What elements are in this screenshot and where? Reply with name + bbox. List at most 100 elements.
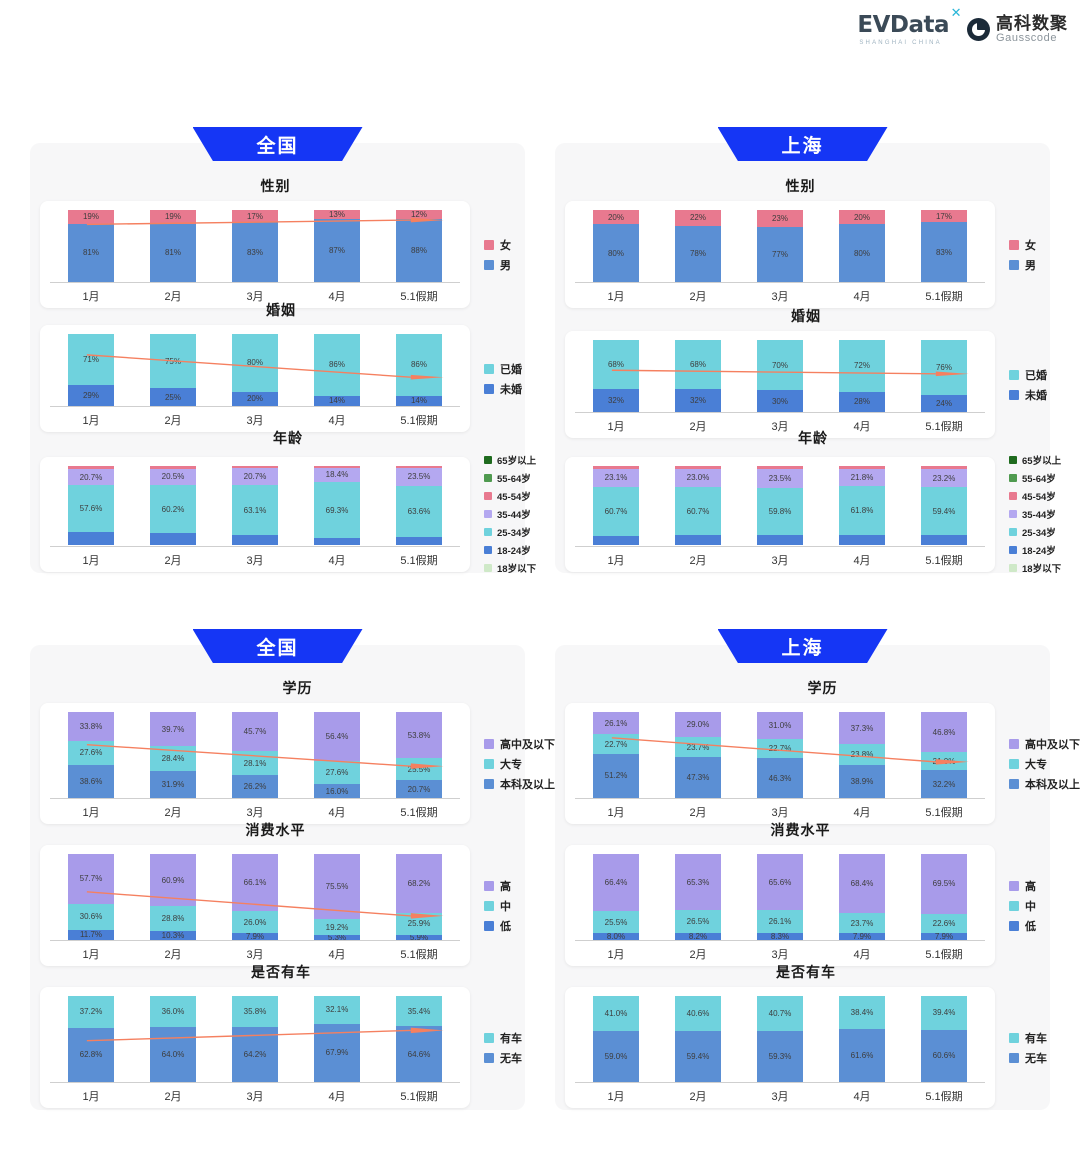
legend-item[interactable]: 35-44岁 (484, 507, 536, 521)
stacked-bar[interactable]: 68.4% 23.7% 7.9% (839, 854, 885, 940)
stacked-bar[interactable]: 75% 25% (150, 334, 196, 406)
legend-item[interactable]: 高 (484, 878, 511, 894)
stacked-bar[interactable]: 20.7% 57.6% (68, 465, 114, 546)
stacked-bar[interactable]: 31.0% 22.7% 46.3% (757, 712, 803, 798)
legend-item[interactable]: 18-24岁 (1009, 543, 1061, 557)
legend-item[interactable]: 本科及以上 (1009, 776, 1080, 792)
legend-item[interactable]: 男 (1009, 257, 1036, 273)
stacked-bar[interactable]: 18.4% 69.3% (314, 465, 360, 546)
stacked-bar[interactable]: 20.5% 60.2% (150, 465, 196, 546)
stacked-bar[interactable]: 41.0% 59.0% (593, 996, 639, 1082)
stacked-bar[interactable]: 68.2% 25.9% 5.9% (396, 854, 442, 940)
stacked-bar[interactable]: 80% 20% (232, 334, 278, 406)
legend-item[interactable]: 高中及以下 (1009, 736, 1080, 752)
legend-label: 无车 (500, 1052, 522, 1065)
stacked-bar[interactable]: 33.8% 27.6% 38.6% (68, 712, 114, 798)
stacked-bar[interactable]: 40.7% 59.3% (757, 996, 803, 1082)
stacked-bar[interactable]: 29.0% 23.7% 47.3% (675, 712, 721, 798)
legend-item[interactable]: 无车 (1009, 1050, 1047, 1066)
stacked-bar[interactable]: 38.4% 61.6% (839, 996, 885, 1082)
bar-slot: 37.2% 62.8% (56, 996, 126, 1082)
legend-item[interactable]: 已婚 (484, 361, 522, 377)
stacked-bar[interactable]: 56.4% 27.6% 16.0% (314, 712, 360, 798)
stacked-bar[interactable]: 19% 81% (150, 210, 196, 282)
legend-item[interactable]: 25-34岁 (484, 525, 536, 539)
stacked-bar[interactable]: 35.8% 64.2% (232, 996, 278, 1082)
stacked-bar[interactable]: 17% 83% (921, 210, 967, 282)
legend-item[interactable]: 55-64岁 (1009, 471, 1061, 485)
legend-item[interactable]: 有车 (484, 1030, 522, 1046)
stacked-bar[interactable]: 36.0% 64.0% (150, 996, 196, 1082)
stacked-bar[interactable]: 65.3% 26.5% 8.2% (675, 854, 721, 940)
stacked-bar[interactable]: 39.4% 60.6% (921, 996, 967, 1082)
legend-item[interactable]: 高中及以下 (484, 736, 555, 752)
legend-item[interactable]: 65岁以上 (484, 453, 536, 467)
legend-item[interactable]: 35-44岁 (1009, 507, 1061, 521)
stacked-bar[interactable]: 69.5% 22.6% 7.9% (921, 854, 967, 940)
stacked-bar[interactable]: 76% 24% (921, 340, 967, 412)
stacked-bar[interactable]: 20.7% 63.1% (232, 465, 278, 546)
legend-item[interactable]: 18岁以下 (484, 561, 536, 575)
stacked-bar[interactable]: 65.6% 26.1% 8.3% (757, 854, 803, 940)
stacked-bar[interactable]: 75.5% 19.2% 5.3% (314, 854, 360, 940)
stacked-bar[interactable]: 19% 81% (68, 210, 114, 282)
legend-item[interactable]: 无车 (484, 1050, 522, 1066)
stacked-bar[interactable]: 17% 83% (232, 210, 278, 282)
stacked-bar[interactable]: 86% 14% (396, 334, 442, 406)
stacked-bar[interactable]: 21.8% 61.8% (839, 465, 885, 546)
stacked-bar[interactable]: 70% 30% (757, 340, 803, 412)
stacked-bar[interactable]: 13% 87% (314, 210, 360, 282)
legend-item[interactable]: 65岁以上 (1009, 453, 1061, 467)
stacked-bar[interactable]: 23.0% 60.7% (675, 465, 721, 546)
legend-item[interactable]: 中 (484, 898, 511, 914)
legend-item[interactable]: 18岁以下 (1009, 561, 1061, 575)
legend-item[interactable]: 有车 (1009, 1030, 1047, 1046)
legend-item[interactable]: 本科及以上 (484, 776, 555, 792)
stacked-bar[interactable]: 26.1% 22.7% 51.2% (593, 712, 639, 798)
stacked-bar[interactable]: 57.7% 30.6% 11.7% (68, 854, 114, 940)
stacked-bar[interactable]: 53.8% 25.5% 20.7% (396, 712, 442, 798)
stacked-bar[interactable]: 37.3% 23.8% 38.9% (839, 712, 885, 798)
legend-item[interactable]: 25-34岁 (1009, 525, 1061, 539)
stacked-bar[interactable]: 68% 32% (593, 340, 639, 412)
stacked-bar[interactable]: 60.9% 28.8% 10.3% (150, 854, 196, 940)
stacked-bar[interactable]: 23.2% 59.4% (921, 465, 967, 546)
stacked-bar[interactable]: 86% 14% (314, 334, 360, 406)
stacked-bar[interactable]: 45.7% 28.1% 26.2% (232, 712, 278, 798)
legend-item[interactable]: 大专 (1009, 756, 1080, 772)
legend-item[interactable]: 男 (484, 257, 511, 273)
stacked-bar[interactable]: 71% 29% (68, 334, 114, 406)
legend-item[interactable]: 高 (1009, 878, 1036, 894)
stacked-bar[interactable]: 72% 28% (839, 340, 885, 412)
legend-item[interactable]: 女 (1009, 237, 1036, 253)
legend-item[interactable]: 低 (1009, 918, 1036, 934)
stacked-bar[interactable]: 66.4% 25.5% 8.0% (593, 854, 639, 940)
stacked-bar[interactable]: 23.1% 60.7% (593, 465, 639, 546)
legend-item[interactable]: 55-64岁 (484, 471, 536, 485)
stacked-bar[interactable]: 68% 32% (675, 340, 721, 412)
stacked-bar[interactable]: 35.4% 64.6% (396, 996, 442, 1082)
stacked-bar[interactable]: 66.1% 26.0% 7.9% (232, 854, 278, 940)
legend-item[interactable]: 45-54岁 (1009, 489, 1061, 503)
stacked-bar[interactable]: 12% 88% (396, 210, 442, 282)
legend-item[interactable]: 45-54岁 (484, 489, 536, 503)
legend-item[interactable]: 未婚 (1009, 387, 1047, 403)
legend-item[interactable]: 女 (484, 237, 511, 253)
legend-item[interactable]: 中 (1009, 898, 1036, 914)
stacked-bar[interactable]: 23.5% 59.8% (757, 465, 803, 546)
legend-item[interactable]: 18-24岁 (484, 543, 536, 557)
stacked-bar[interactable]: 23.5% 63.6% (396, 465, 442, 546)
legend-item[interactable]: 低 (484, 918, 511, 934)
stacked-bar[interactable]: 40.6% 59.4% (675, 996, 721, 1082)
stacked-bar[interactable]: 20% 80% (593, 210, 639, 282)
legend-item[interactable]: 已婚 (1009, 367, 1047, 383)
legend-item[interactable]: 未婚 (484, 381, 522, 397)
stacked-bar[interactable]: 46.8% 21.0% 32.2% (921, 712, 967, 798)
stacked-bar[interactable]: 22% 78% (675, 210, 721, 282)
stacked-bar[interactable]: 20% 80% (839, 210, 885, 282)
stacked-bar[interactable]: 39.7% 28.4% 31.9% (150, 712, 196, 798)
stacked-bar[interactable]: 37.2% 62.8% (68, 996, 114, 1082)
legend-item[interactable]: 大专 (484, 756, 555, 772)
stacked-bar[interactable]: 32.1% 67.9% (314, 996, 360, 1082)
stacked-bar[interactable]: 23% 77% (757, 210, 803, 282)
